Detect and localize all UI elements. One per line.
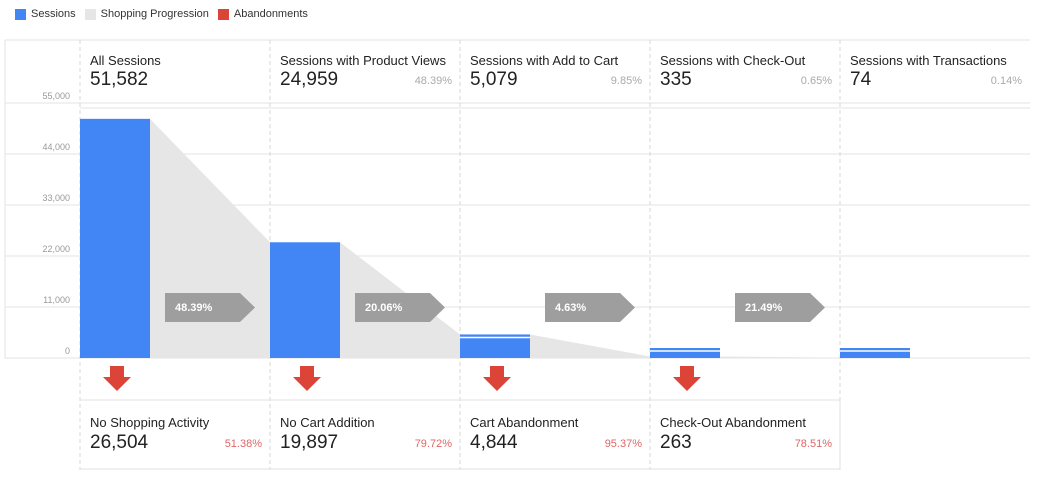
stage-value: 335	[660, 69, 692, 90]
stage-value: 24,959	[280, 69, 339, 90]
legend-item-progression[interactable]: Shopping Progression	[84, 8, 209, 20]
legend-label-abandonments: Abandonments	[233, 8, 308, 20]
stage-title: Sessions with Transactions	[850, 53, 1007, 68]
abandonment-percent: 51.38%	[224, 438, 262, 450]
progression-rate-label: 4.63%	[555, 302, 586, 314]
stage-percent: 0.14%	[990, 75, 1022, 87]
legend-swatch-sessions	[15, 8, 26, 20]
stage-title: Sessions with Add to Cart	[470, 53, 619, 68]
stage-title: Sessions with Check-Out	[660, 53, 806, 68]
progression-area	[530, 334, 650, 358]
legend: Sessions Shopping Progression Abandonmen…	[15, 8, 317, 20]
abandonment-title: No Shopping Activity	[90, 415, 210, 430]
legend-item-abandonments[interactable]: Abandonments	[217, 8, 308, 20]
abandonment-value: 4,844	[470, 432, 518, 453]
progression-area	[720, 356, 840, 358]
bar-sessions	[270, 242, 340, 358]
abandonment-arrow-icon	[673, 366, 701, 391]
abandonment-title: Cart Abandonment	[470, 415, 579, 430]
progression-rate-arrow	[735, 293, 825, 322]
progression-rate-arrow	[545, 293, 635, 322]
stage-title: Sessions with Product Views	[280, 53, 446, 68]
bar-sessions	[80, 118, 150, 358]
y-tick-label: 22,000	[42, 244, 70, 254]
progression-rate-label: 48.39%	[175, 302, 213, 314]
abandonment-title: No Cart Addition	[280, 415, 375, 430]
stage-percent: 0.65%	[800, 75, 832, 87]
stage-percent: 9.85%	[610, 75, 642, 87]
progression-rate-label: 20.06%	[365, 302, 403, 314]
abandonment-title: Check-Out Abandonment	[660, 415, 806, 430]
progression-rate-label: 21.49%	[745, 302, 783, 314]
y-tick-label: 0	[64, 346, 70, 356]
y-tick-label: 55,000	[42, 91, 70, 101]
bar-sessions	[840, 348, 910, 358]
legend-label-progression: Shopping Progression	[100, 8, 209, 20]
legend-item-sessions[interactable]: Sessions	[15, 8, 76, 20]
stage-value: 74	[850, 69, 872, 90]
stage-value: 5,079	[470, 69, 518, 90]
legend-label-sessions: Sessions	[31, 8, 76, 20]
bar-sessions	[460, 334, 530, 358]
legend-swatch-abandonments	[217, 8, 229, 20]
progression-area	[150, 118, 270, 358]
abandonment-percent: 95.37%	[604, 438, 642, 450]
stage-title: All Sessions	[90, 53, 161, 68]
abandonment-percent: 78.51%	[794, 438, 832, 450]
progression-rate-arrow	[355, 293, 445, 322]
abandonment-value: 26,504	[90, 432, 149, 453]
stage-percent: 48.39%	[414, 75, 452, 87]
legend-swatch-progression	[84, 8, 96, 20]
stage-value: 51,582	[90, 69, 149, 90]
abandonment-value: 263	[660, 432, 692, 453]
abandonment-value: 19,897	[280, 432, 339, 453]
abandonment-arrow-icon	[483, 366, 511, 391]
abandonment-percent: 79.72%	[414, 438, 452, 450]
y-tick-label: 33,000	[42, 193, 70, 203]
abandonment-arrow-icon	[293, 366, 321, 391]
progression-rate-arrow	[165, 293, 255, 322]
abandonment-arrow-icon	[103, 366, 131, 391]
bar-sessions	[650, 348, 720, 358]
y-tick-label: 44,000	[42, 142, 70, 152]
y-tick-label: 11,000	[43, 295, 70, 305]
